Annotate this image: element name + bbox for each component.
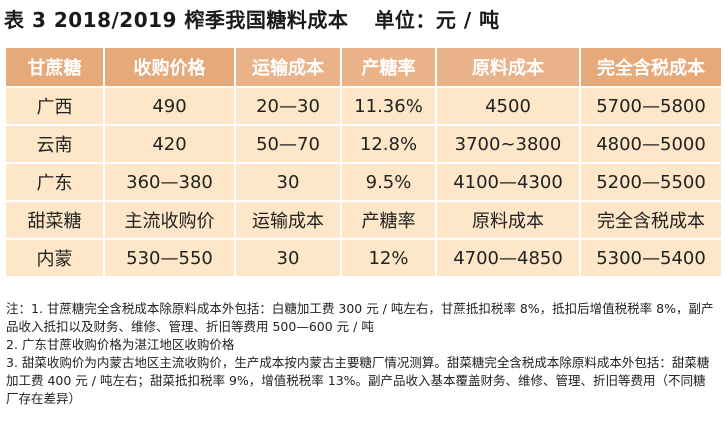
header-cell: 原料成本 xyxy=(435,46,581,88)
table-cell: 产糖率 xyxy=(340,200,437,240)
table-cell: 530—550 xyxy=(103,238,236,278)
table-cell: 5300—5400 xyxy=(579,238,723,278)
table-cell: 20—30 xyxy=(234,86,342,126)
table-cell: 9.5% xyxy=(340,162,437,202)
header-row: 甘蔗糖 收购价格 运输成本 产糖率 原料成本 完全含税成本 xyxy=(4,46,723,88)
table-cell: 4800—5000 xyxy=(579,124,723,164)
table-cell: 云南 xyxy=(4,124,105,164)
table-cell: 4700—4850 xyxy=(435,238,581,278)
table-cell: 12% xyxy=(340,238,437,278)
header-cell: 产糖率 xyxy=(340,46,437,88)
table-cell: 主流收购价 xyxy=(103,200,236,240)
table-cell: 360—380 xyxy=(103,162,236,202)
table-subheader-row: 甜菜糖 主流收购价 运输成本 产糖率 原料成本 完全含税成本 xyxy=(4,200,723,240)
table-cell: 甜菜糖 xyxy=(4,200,105,240)
table-cell: 12.8% xyxy=(340,124,437,164)
table-cell: 490 xyxy=(103,86,236,126)
table-row: 广东 360—380 30 9.5% 4100—4300 5200—5500 xyxy=(4,162,723,202)
table-cell: 广东 xyxy=(4,162,105,202)
sugar-cost-table: 甘蔗糖 收购价格 运输成本 产糖率 原料成本 完全含税成本 广西 490 20—… xyxy=(4,46,723,278)
table-notes: 注：1. 甘蔗糖完全含税成本除原料成本外包括：白糖加工费 300 元 / 吨左右… xyxy=(6,300,718,408)
caption-unit: 单位：元 / 吨 xyxy=(374,8,500,32)
caption-title: 表 3 2018/2019 榨季我国糖料成本 xyxy=(4,8,349,32)
table-row: 云南 420 50—70 12.8% 3700~3800 4800—5000 xyxy=(4,124,723,164)
table-row: 内蒙 530—550 30 12% 4700—4850 5300—5400 xyxy=(4,238,723,278)
table-caption: 表 3 2018/2019 榨季我国糖料成本 单位：元 / 吨 xyxy=(4,4,500,33)
table-cell: 5200—5500 xyxy=(579,162,723,202)
table-cell: 内蒙 xyxy=(4,238,105,278)
table-cell: 11.36% xyxy=(340,86,437,126)
table-cell: 5700—5800 xyxy=(579,86,723,126)
header-cell: 运输成本 xyxy=(234,46,342,88)
table-cell: 420 xyxy=(103,124,236,164)
table-cell: 运输成本 xyxy=(234,200,342,240)
table-cell: 广西 xyxy=(4,86,105,126)
table-cell: 完全含税成本 xyxy=(579,200,723,240)
table-cell: 30 xyxy=(234,162,342,202)
header-cell: 收购价格 xyxy=(103,46,236,88)
header-cell: 甘蔗糖 xyxy=(4,46,105,88)
note-2: 2. 广东甘蔗收购价格为湛江地区收购价格 xyxy=(6,337,235,352)
table-cell: 3700~3800 xyxy=(435,124,581,164)
table-row: 广西 490 20—30 11.36% 4500 5700—5800 xyxy=(4,86,723,126)
table-cell: 30 xyxy=(234,238,342,278)
table-cell: 50—70 xyxy=(234,124,342,164)
table-cell: 原料成本 xyxy=(435,200,581,240)
table-cell: 4500 xyxy=(435,86,581,126)
table-cell: 4100—4300 xyxy=(435,162,581,202)
note-3: 3. 甜菜收购价为内蒙古地区主流收购价，生产成本按内蒙古主要糖厂情况测算。甜菜糖… xyxy=(6,355,710,406)
header-cell: 完全含税成本 xyxy=(579,46,723,88)
note-1: 注：1. 甘蔗糖完全含税成本除原料成本外包括：白糖加工费 300 元 / 吨左右… xyxy=(6,301,714,334)
